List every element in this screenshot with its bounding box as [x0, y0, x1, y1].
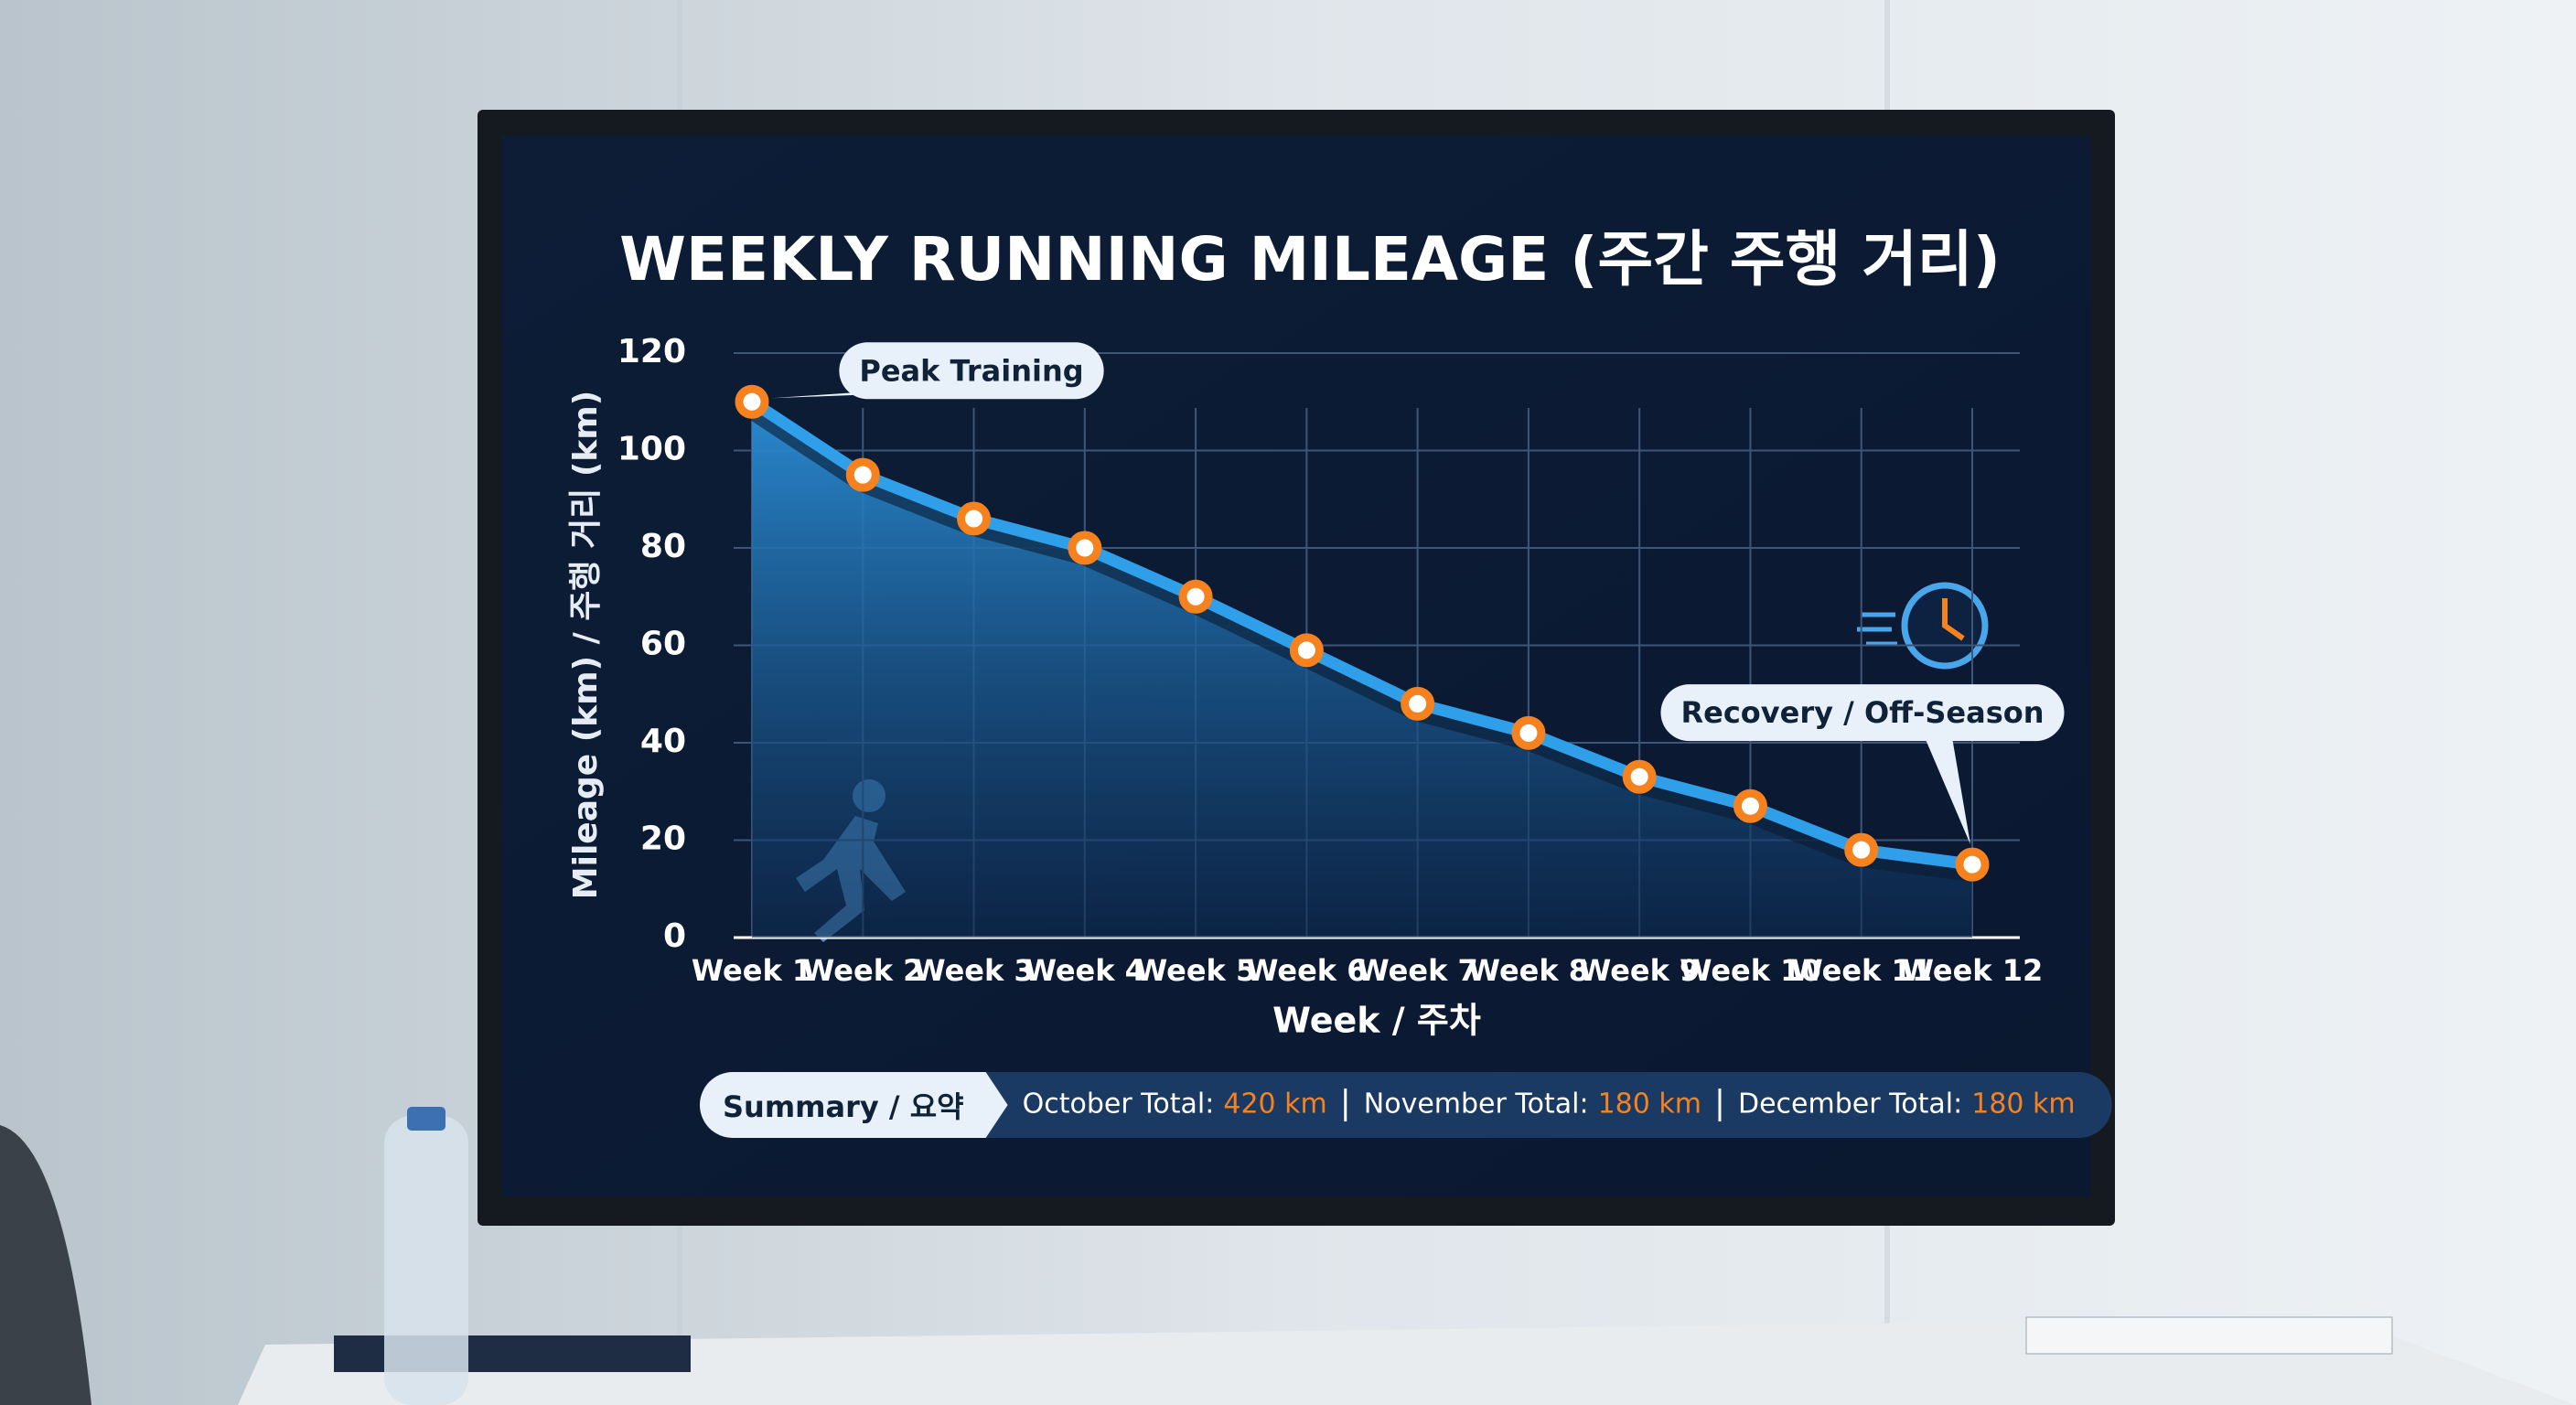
annotation-text: Peak Training — [859, 353, 1083, 388]
summary-pill — [700, 1072, 1008, 1138]
annotation-box — [839, 342, 1104, 400]
x-tick-label: Week 11 — [1790, 953, 1932, 988]
point — [845, 457, 880, 492]
table — [238, 1317, 2576, 1405]
summary-label: November Total: — [1364, 1089, 1589, 1121]
y-tick-label: 40 — [640, 723, 686, 760]
x-tick-label: Week 10 — [1680, 953, 1821, 988]
summary-value: 180 km — [1971, 1089, 2075, 1121]
point — [1289, 633, 1324, 668]
x-tick-label: Week 5 — [1135, 953, 1256, 988]
y-axis-label: Mileage (km) / 주행 거리 (km) — [567, 391, 605, 899]
annotation-box — [1660, 684, 2065, 742]
x-tick-label: Week 1 — [692, 953, 812, 988]
point — [957, 501, 992, 536]
point — [1844, 832, 1879, 867]
y-tick-label: 120 — [617, 333, 686, 370]
chair — [0, 1125, 91, 1405]
annotation-text: Recovery / Off-Season — [1680, 695, 2044, 730]
chart-title: WEEKLY RUNNING MILEAGE (주간 주행 거리) — [619, 224, 2001, 295]
bottle-cap — [407, 1107, 445, 1131]
water-bottle — [384, 1116, 468, 1405]
annotation-tail — [1925, 737, 1970, 845]
annotation: Peak Training — [772, 342, 1104, 400]
point — [1955, 847, 1990, 882]
x-tick-label: Week 7 — [1358, 953, 1478, 988]
point — [1178, 579, 1213, 614]
point — [1733, 788, 1767, 823]
summary-label: October Total: — [1023, 1089, 1215, 1121]
x-tick-label: Week 9 — [1579, 953, 1700, 988]
line-shadow — [746, 401, 1974, 883]
x-tick-label: Week 4 — [1025, 953, 1145, 988]
y-tick-label: 100 — [617, 431, 686, 468]
summary-value: 420 km — [1223, 1089, 1326, 1121]
x-tick-label: Week 6 — [1246, 953, 1367, 988]
point — [1622, 759, 1657, 794]
summary-title: Summary / 요약 — [723, 1089, 964, 1124]
y-tick-label: 0 — [663, 917, 686, 955]
notepad — [2025, 1316, 2393, 1355]
point — [1511, 715, 1546, 750]
annotation: Recovery / Off-Season — [1660, 684, 2065, 845]
y-tick-label: 20 — [640, 820, 686, 858]
x-tick-label: Week 8 — [1468, 953, 1589, 988]
y-tick-label: 80 — [640, 528, 686, 565]
point — [1401, 686, 1435, 721]
x-tick-label: Week 2 — [802, 953, 923, 988]
summary-label: December Total: — [1738, 1089, 1962, 1121]
x-tick-label: Week 12 — [1902, 953, 2044, 988]
area — [752, 402, 1972, 938]
summary-bar — [700, 1072, 2112, 1138]
summary: Summary / 요약 October Total: 420 km November… — [700, 1072, 2112, 1138]
point — [735, 384, 769, 419]
x-axis-label: Week / 주차 — [1272, 1001, 1481, 1041]
summary-value: 180 km — [1598, 1089, 1701, 1121]
y-tick-label: 60 — [640, 626, 686, 663]
annotation-tail — [772, 391, 895, 399]
point — [1068, 531, 1102, 565]
line — [746, 395, 1979, 871]
x-tick-label: Week 3 — [913, 953, 1034, 988]
